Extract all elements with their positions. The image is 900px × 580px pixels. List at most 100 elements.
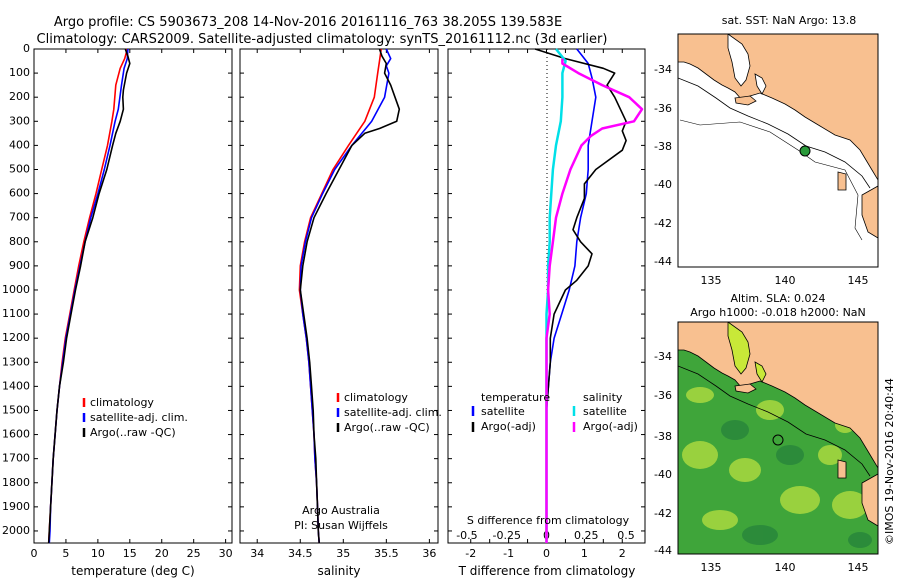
x-tick-label: 35.5 [374, 547, 399, 560]
depth-tick-label: 300 [9, 114, 30, 127]
series-line-argo-raw-qc- [47, 48, 131, 544]
x-tick-label: 30 [219, 547, 233, 560]
temperature-xlabel: temperature (deg C) [71, 564, 194, 578]
title-line-1: Argo profile: CS 5903673_208 14-Nov-2016… [54, 15, 562, 30]
kangaroo-island [734, 95, 757, 106]
legend-label-s-argo: Argo(-adj) [583, 420, 638, 433]
legend-label-t-argo: Argo(-adj) [481, 420, 536, 433]
depth-tick-label: 1800 [2, 476, 30, 489]
s-tick-label: 0.5 [617, 529, 635, 542]
x-tick-label: 34 [250, 547, 264, 560]
lon-tick: 135 [701, 561, 722, 574]
sla-map-title-1: Altim. SLA: 0.024 [730, 292, 825, 305]
x-tick-label: 1 [581, 547, 588, 560]
sst-map-title: sat. SST: NaN Argo: 13.8 [722, 14, 856, 27]
lon-tick: 145 [848, 274, 869, 287]
s-tick-label: -0.5 [456, 529, 477, 542]
depth-tick-label: 1700 [2, 452, 30, 465]
lat-tick: -44 [654, 255, 672, 268]
s-difference-label: S difference from climatology [467, 514, 630, 527]
lat-tick: -34 [654, 350, 672, 363]
depth-tick-label: 1600 [2, 428, 30, 441]
lon-tick: 140 [775, 561, 796, 574]
lat-tick: -36 [654, 102, 672, 115]
depth-tick-label: 400 [9, 138, 30, 151]
depth-tick-label: 1500 [2, 403, 30, 416]
salinity-panel: 34 34.5 35 35.5 36 climatology satellite-adj… [239, 48, 442, 578]
lat-tick: -40 [654, 178, 672, 191]
lat-tick: -44 [654, 544, 672, 557]
temperature-axes-frame [33, 48, 233, 544]
depth-tick-label: 1000 [2, 283, 30, 296]
legend-label-climatology: climatology [344, 391, 408, 404]
depth-tick-label: 200 [9, 90, 30, 103]
lat-tick: -38 [654, 430, 672, 443]
s-tick-label: 0.25 [574, 529, 599, 542]
x-tick-label: -1 [503, 547, 514, 560]
title-line-2: Climatology: CARS2009. Satellite-adjuste… [37, 32, 608, 47]
lat-tick: -42 [654, 217, 672, 230]
sla-map: Altim. SLA: 0.024 Argo h1000: -0.018 h20… [654, 292, 879, 574]
kangaroo-island [734, 383, 757, 394]
sla-map-y-axis: -34 -36 -38 -40 -42 -44 [654, 350, 672, 557]
depth-tick-label: 1300 [2, 355, 30, 368]
t-difference-xlabel: T difference from climatology [458, 564, 636, 578]
depth-tick-label: 500 [9, 162, 30, 175]
x-tick-label: 2 [619, 547, 626, 560]
x-tick-label: 34.5 [288, 547, 313, 560]
lat-tick: -40 [654, 468, 672, 481]
argo-float-marker [799, 145, 811, 157]
gulf-st-vincent [754, 73, 767, 95]
depth-tick-label: 0 [23, 42, 30, 55]
lon-tick: 145 [848, 561, 869, 574]
sst-map-frame [677, 33, 879, 268]
depth-tick-label: 2000 [2, 524, 30, 537]
depth-tick-label: 1200 [2, 331, 30, 344]
lon-tick: 140 [775, 274, 796, 287]
x-tick-label: 15 [123, 547, 137, 560]
sla-lows [721, 420, 872, 548]
salinity-axes-frame [239, 48, 439, 544]
x-tick-label: 5 [62, 547, 69, 560]
x-tick-label: 20 [155, 547, 169, 560]
pi-note: PI: Susan Wijffels [294, 519, 388, 532]
isobath [678, 77, 871, 189]
depth-tick-label: 1400 [2, 379, 30, 392]
depth-tick-label: 1100 [2, 307, 30, 320]
sla-map-x-axis: 135 140 145 [701, 561, 869, 574]
x-tick-label: -2 [465, 547, 476, 560]
depth-tick-label: 100 [9, 66, 30, 79]
sst-map-y-axis: -34 -36 -38 -40 -42 -44 [654, 63, 672, 268]
s-tick-label: -0.25 [492, 529, 520, 542]
legend-label-t-satellite: satellite [481, 405, 525, 418]
series-line-argo-raw-qc- [299, 48, 401, 544]
legend-header-salinity: salinity [583, 391, 623, 404]
salinity-xlabel: salinity [317, 564, 360, 578]
salinity-legend: climatology satellite-adj. clim. Argo(..… [336, 391, 442, 434]
depth-tick-label: 900 [9, 259, 30, 272]
mainland-australia [678, 34, 878, 181]
lat-tick: -42 [654, 507, 672, 520]
depth-tick-label: 700 [9, 211, 30, 224]
king-island [837, 171, 847, 191]
difference-legend: temperature satellite Argo(-adj) salinit… [471, 391, 638, 433]
lat-tick: -36 [654, 389, 672, 402]
x-tick-label: 0 [31, 547, 38, 560]
series-line-s-argo-adj- [545, 58, 644, 543]
tasmania [861, 185, 878, 239]
legend-label-s-satellite: satellite [583, 405, 627, 418]
sst-map: sat. SST: NaN Argo: 13.8 -34 -36 -38 -40… [654, 14, 879, 287]
gulf-st-vincent [754, 361, 767, 383]
depth-tick-label: 800 [9, 235, 30, 248]
depth-tick-label: 600 [9, 187, 30, 200]
mainland-australia [678, 322, 878, 469]
x-tick-label: 0 [543, 547, 550, 560]
lat-tick: -34 [654, 63, 672, 76]
legend-label-satellite: satellite-adj. clim. [90, 411, 188, 424]
sla-map-frame [677, 321, 879, 555]
king-island [837, 459, 847, 479]
isobath [678, 365, 871, 477]
x-tick-label: 10 [91, 547, 105, 560]
difference-panel: -2 -1 0 1 2-0.5 -0.25 0 0.25 0.5 temperature sat… [447, 48, 646, 578]
